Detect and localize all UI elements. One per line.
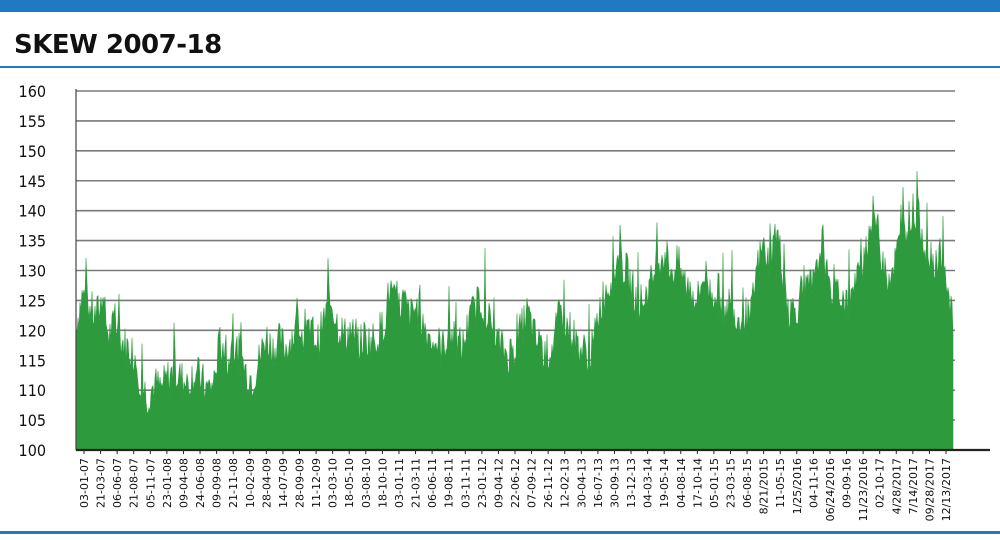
- y-tick-label: 115: [19, 351, 46, 370]
- y-tick-label: 125: [19, 291, 46, 310]
- x-tick-label: 28-09-09: [294, 458, 307, 508]
- x-tick-label: 18-05-10: [343, 458, 356, 508]
- x-tick-label: 22-06-12: [509, 458, 522, 508]
- skew-series-area: [75, 171, 954, 451]
- y-tick-label: 120: [19, 321, 46, 340]
- y-tick-label: 135: [19, 232, 46, 251]
- x-tick-label: 14-07-09: [277, 458, 290, 508]
- x-tick-label: 28-04-09: [260, 458, 273, 508]
- x-tick-label: 03-08-10: [360, 458, 373, 508]
- title-divider: [0, 66, 1000, 68]
- series-area: [75, 171, 954, 451]
- x-tick-label: 21-08-07: [128, 458, 141, 508]
- y-tick-label: 145: [19, 172, 46, 191]
- x-tick-label: 23-01-08: [161, 458, 174, 508]
- x-tick-label: 09/28/2017: [923, 458, 936, 521]
- y-tick-label: 140: [19, 202, 46, 221]
- x-tick-label: 09-04-12: [492, 458, 505, 508]
- x-tick-label: 21-11-08: [227, 458, 240, 508]
- x-tick-label: 03-01-07: [78, 458, 91, 508]
- x-tick-label: 03-01-11: [393, 458, 406, 508]
- x-tick-label: 11-12-09: [310, 458, 323, 508]
- x-tick-label: 19-08-11: [443, 458, 456, 508]
- x-tick-label: 4/28/2017: [890, 458, 903, 514]
- x-tick-label: 06-06-11: [426, 458, 439, 508]
- x-tick-label: 03-11-11: [459, 458, 472, 508]
- x-tick-label: 09-09-08: [211, 458, 224, 508]
- x-tick-label: 1/25/2016: [791, 458, 804, 514]
- x-tick-label: 7/14/2017: [907, 458, 920, 514]
- x-tick-label: 04-11-16: [807, 458, 820, 508]
- x-tick-label: 19-05-14: [658, 458, 671, 508]
- chart-title: SKEW 2007-18: [14, 30, 222, 60]
- y-tick-label: 100: [19, 441, 46, 460]
- x-tick-label: 09-09-16: [841, 458, 854, 508]
- x-tick-labels: 03-01-07 21-03-07 06-06-07 21-08-07 05-11-07…: [78, 450, 953, 521]
- x-tick-label: 04-03-14: [642, 458, 655, 508]
- y-tick-label: 105: [19, 411, 46, 430]
- x-tick-label: 03-03-10: [327, 458, 340, 508]
- x-tick-label: 17-10-14: [691, 458, 704, 508]
- x-tick-label: 21-03-07: [95, 458, 108, 508]
- y-tick-label: 160: [19, 82, 46, 101]
- x-tick-label: 23-01-12: [476, 458, 489, 508]
- x-tick-label: 8/21/2015: [758, 458, 771, 514]
- x-tick-label: 02-10-17: [874, 458, 887, 508]
- x-tick-label: 13-12-13: [625, 458, 638, 508]
- x-tick-label: 06-08-15: [741, 458, 754, 508]
- y-tick-label: 150: [19, 142, 46, 161]
- x-tick-label: 05-11-07: [144, 458, 157, 508]
- x-tick-label: 11-05-15: [774, 458, 787, 508]
- x-tick-label: 30-04-13: [575, 458, 588, 508]
- x-tick-label: 26-11-12: [542, 458, 555, 508]
- y-tick-label: 130: [19, 262, 46, 281]
- x-tick-label: 30-09-13: [609, 458, 622, 508]
- x-tick-label: 07-09-12: [526, 458, 539, 508]
- y-tick-label: 110: [19, 381, 46, 400]
- axes: [75, 89, 990, 452]
- x-tick-label: 06/24/2016: [824, 458, 837, 521]
- y-tick-label: 155: [19, 112, 46, 131]
- x-tick-label: 12/13/2017: [940, 458, 953, 521]
- x-tick-label: 06-06-07: [111, 458, 124, 508]
- x-tick-label: 12-02-13: [559, 458, 572, 508]
- x-tick-label: 18-10-10: [376, 458, 389, 508]
- x-tick-label: 09-04-08: [178, 458, 191, 508]
- x-tick-label: 04-08-14: [675, 458, 688, 508]
- x-tick-label: 16-07-13: [592, 458, 605, 508]
- x-tick-label: 05-01-15: [708, 458, 721, 508]
- x-tick-label: 24-06-08: [194, 458, 207, 508]
- x-tick-label: 10-02-09: [244, 458, 257, 508]
- x-tick-label: 23-03-15: [725, 458, 738, 508]
- x-tick-label: 11/23/2016: [857, 458, 870, 521]
- top-accent-band: [0, 0, 1000, 12]
- bottom-divider: [0, 531, 1000, 534]
- y-tick-labels: 100 105 110 115 120 125 130 135 140 145 150 155 160: [19, 82, 46, 460]
- x-tick-label: 21-03-11: [410, 458, 423, 508]
